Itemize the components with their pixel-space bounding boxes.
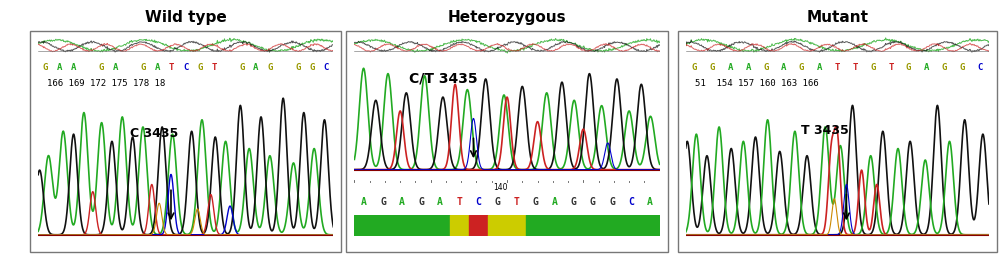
Text: G: G <box>571 197 576 207</box>
Text: G: G <box>295 63 301 73</box>
Text: T 3435: T 3435 <box>800 124 848 137</box>
Text: A: A <box>647 197 652 207</box>
Text: A: A <box>112 63 118 73</box>
Text: G: G <box>609 197 614 207</box>
Bar <box>545 215 564 236</box>
Text: A: A <box>437 197 442 207</box>
Text: A: A <box>780 63 785 73</box>
Text: G: G <box>798 63 803 73</box>
Text: T: T <box>888 63 893 73</box>
Bar <box>621 215 640 236</box>
Text: G: G <box>239 63 245 73</box>
Text: T: T <box>169 63 175 73</box>
Text: T: T <box>852 63 857 73</box>
Text: G: G <box>380 197 385 207</box>
Text: C: C <box>976 63 982 73</box>
Text: G: G <box>762 63 768 73</box>
Text: A: A <box>744 63 750 73</box>
Text: A: A <box>253 63 259 73</box>
Text: A: A <box>816 63 821 73</box>
Bar <box>583 215 602 236</box>
Text: G: G <box>197 63 203 73</box>
Text: A: A <box>154 63 160 73</box>
Text: 51  154 157 160 163 166: 51 154 157 160 163 166 <box>694 79 817 88</box>
Text: 166 169 172 175 178 18: 166 169 172 175 178 18 <box>47 79 165 88</box>
Text: G: G <box>98 63 104 73</box>
Bar <box>449 215 468 236</box>
Text: Heterozygous: Heterozygous <box>447 10 566 25</box>
Text: G: G <box>140 63 146 73</box>
Text: C 3435: C 3435 <box>129 127 178 140</box>
Bar <box>564 215 583 236</box>
Text: Wild type: Wild type <box>144 10 227 25</box>
Bar <box>487 215 507 236</box>
Text: C: C <box>323 63 329 73</box>
Text: G: G <box>494 197 499 207</box>
Bar <box>392 215 411 236</box>
Bar <box>507 215 526 236</box>
Text: G: G <box>309 63 315 73</box>
Bar <box>411 215 430 236</box>
Text: C: C <box>183 63 189 73</box>
Text: C: C <box>628 197 633 207</box>
Text: A: A <box>399 197 404 207</box>
Text: G: G <box>42 63 48 73</box>
Text: A: A <box>552 197 557 207</box>
Bar <box>602 215 621 236</box>
Text: C/T 3435: C/T 3435 <box>409 71 477 85</box>
Bar <box>526 215 545 236</box>
Text: C: C <box>475 197 480 207</box>
Text: A: A <box>56 63 62 73</box>
Text: G: G <box>941 63 946 73</box>
Bar <box>468 215 487 236</box>
Bar <box>373 215 392 236</box>
Bar <box>430 215 449 236</box>
Text: T: T <box>456 197 461 207</box>
Text: G: G <box>267 63 273 73</box>
Text: A: A <box>727 63 732 73</box>
Text: T: T <box>833 63 840 73</box>
Text: G: G <box>691 63 697 73</box>
Text: G: G <box>870 63 875 73</box>
Text: 140: 140 <box>493 183 508 192</box>
Text: T: T <box>514 197 519 207</box>
Text: A: A <box>923 63 929 73</box>
Bar <box>640 215 659 236</box>
Text: G: G <box>418 197 423 207</box>
Text: G: G <box>959 63 964 73</box>
Text: G: G <box>590 197 595 207</box>
Text: A: A <box>70 63 76 73</box>
Text: G: G <box>533 197 538 207</box>
Text: G: G <box>709 63 714 73</box>
Text: G: G <box>905 63 911 73</box>
Text: Mutant: Mutant <box>805 10 868 25</box>
Bar <box>354 215 373 236</box>
Text: A: A <box>361 197 366 207</box>
Text: T: T <box>211 63 217 73</box>
